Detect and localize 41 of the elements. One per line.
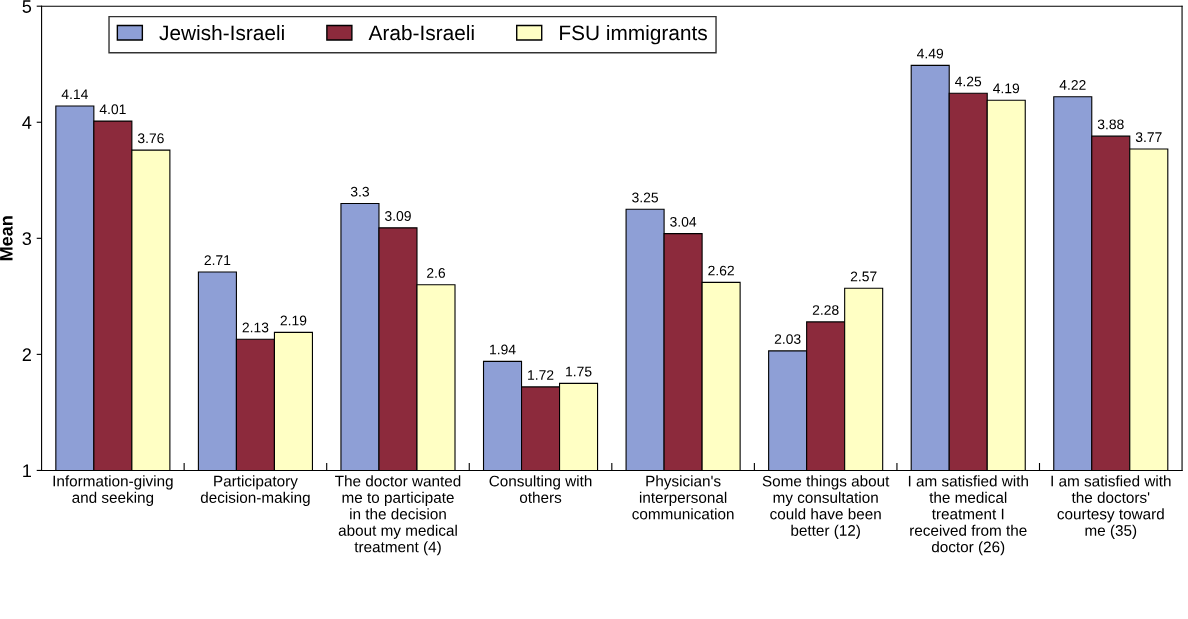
y-axis-title: Mean (0, 216, 13, 261)
data-label: 2.19 (280, 315, 307, 326)
data-label: 3.88 (1097, 119, 1124, 130)
y-tick-label: 4 (22, 116, 32, 129)
y-tick-label: 2 (22, 348, 31, 361)
x-tick-label: Physician's interpersonal communication (632, 475, 734, 520)
data-label: 3.76 (137, 133, 164, 144)
data-label: 4.01 (99, 104, 126, 115)
x-tick-label: The doctor wanted me to participate in the decision about my medical treatment (4) (335, 475, 461, 556)
data-label: 4.25 (955, 76, 982, 87)
data-label: 4.19 (993, 83, 1020, 94)
data-label: 3.25 (632, 192, 659, 203)
data-label: 1.75 (566, 366, 592, 377)
data-label: 2.57 (850, 271, 877, 282)
data-label: 2.62 (708, 265, 734, 276)
data-label: 2.71 (204, 255, 231, 265)
data-label: 2.03 (774, 334, 801, 344)
x-tick-label: I am satisfied with the doctors' courtesy toward me (35) (1051, 475, 1171, 539)
y-tick-label: 1 (23, 464, 31, 477)
data-label: 2.13 (242, 322, 269, 333)
data-label: 3.04 (670, 216, 697, 227)
data-label: 3.77 (1135, 132, 1162, 143)
data-label: 3.3 (350, 186, 370, 197)
legend-label: FSU immigrants (560, 24, 707, 45)
data-label: 2.6 (427, 267, 446, 278)
x-tick-label: Information-giving and seeking (53, 475, 173, 506)
data-label: 1.72 (528, 370, 554, 380)
y-tick-label: 5 (22, 0, 32, 13)
data-label: 4.22 (1059, 79, 1086, 90)
data-label: 3.09 (384, 211, 411, 221)
x-tick-label: I am satisfied with the medical treatment I received from the doctor (26) (908, 475, 1028, 556)
data-label: 1.94 (490, 344, 516, 355)
data-label: 4.14 (61, 89, 88, 99)
data-label: 2.28 (812, 305, 839, 315)
x-tick-label: Some things about my consultation could have been better (12) (762, 475, 890, 539)
legend-label: Jewish-Israeli (159, 24, 284, 41)
y-tick-label: 3 (22, 232, 32, 246)
legend-label: Arab-Israeli (368, 24, 474, 41)
x-tick-label: Participatory decision-making (200, 475, 310, 506)
data-label: 4.49 (917, 48, 944, 59)
x-tick-label: Consulting with others (489, 475, 592, 503)
